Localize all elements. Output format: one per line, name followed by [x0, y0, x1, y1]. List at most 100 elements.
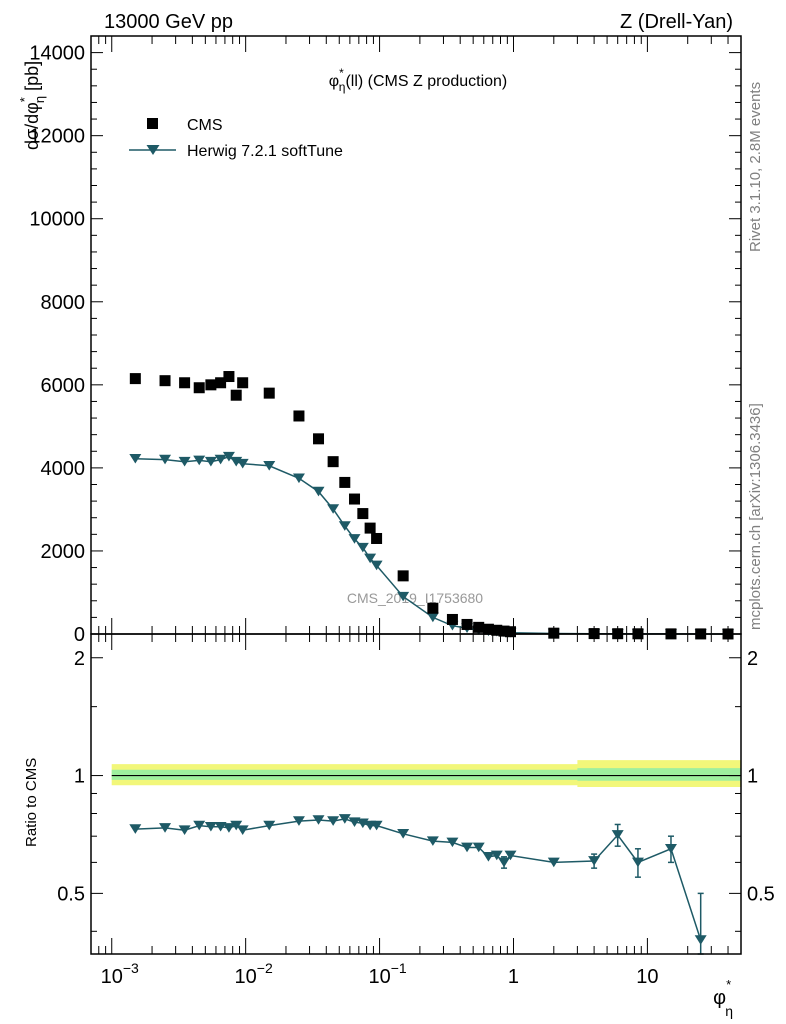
mc-point	[327, 504, 340, 514]
ratio-mc-point	[178, 825, 191, 836]
x-tick-label: 1	[508, 966, 519, 988]
cms-data-point	[339, 476, 351, 488]
x-tick-label: 10−3	[101, 960, 139, 988]
ratio-x-label: φ* η	[713, 977, 733, 1019]
ratio-mc-point	[348, 817, 361, 828]
x-tick-label-base: 1	[508, 966, 519, 988]
cms-data-point	[179, 377, 191, 389]
mc-point	[236, 458, 249, 469]
mc-point	[159, 454, 172, 465]
ratio-mc-point	[159, 823, 172, 833]
main-y-tick-label: 6000	[41, 375, 86, 397]
analysis-watermark: CMS_2019_I1753680	[347, 590, 483, 606]
x-tick-label-base: 10	[235, 966, 257, 988]
x-tick-label-base: 10	[636, 966, 658, 988]
main-y-tick-label: 8000	[41, 292, 86, 314]
title-phi: φ	[329, 73, 339, 90]
mc-point	[397, 591, 410, 602]
main-y-label: dσ/dφ*η [pb]	[17, 61, 47, 150]
mc-point	[193, 455, 206, 466]
main-y-tick-label: 10000	[29, 209, 85, 231]
ratio-mc-point	[230, 820, 243, 831]
ratio-y-tick-label: 1	[74, 766, 85, 788]
ratio-mc-point	[504, 850, 517, 861]
cms-data-point	[129, 373, 141, 385]
cms-data-point	[357, 508, 369, 520]
cms-data-point	[159, 375, 171, 387]
cms-data-point	[371, 532, 383, 544]
ratio-frame	[90, 633, 742, 955]
mcplots-label: mcplots.cern.ch [arXiv:1306.3436]	[747, 403, 764, 630]
main-y-tick-label: 0	[74, 624, 85, 646]
cms-data-point	[473, 621, 485, 633]
main-y-ticks: 0 2000 4000 6000 8000 10000 12000 14000	[29, 35, 741, 646]
ratio-mc-point	[472, 842, 485, 853]
main-y-tick-label: 14000	[29, 43, 85, 65]
ratio-mc-point	[292, 816, 305, 826]
ratio-mc-point	[338, 814, 351, 824]
cms-data-point	[364, 522, 376, 534]
mc-point	[263, 461, 276, 471]
ratio-mc-point	[482, 852, 495, 862]
ratio-mc-point	[446, 837, 459, 848]
ratio-plot: 0.5 0.51 12 2 10−3 10−2 10−1 1 10 Ratio to CMS …	[23, 633, 775, 1019]
cms-data-point	[397, 570, 409, 582]
x-tick-label-exponent: −1	[391, 960, 407, 976]
rivet-version-label: Rivet 3.1.10, 2.8M events	[747, 82, 764, 252]
cms-data-point	[263, 387, 275, 399]
mc-point	[204, 456, 217, 467]
mc-point	[312, 486, 325, 497]
ratio-mc-point	[214, 821, 227, 832]
mc-point	[178, 456, 191, 467]
ylabel-sub: η	[32, 96, 47, 103]
cms-data-point	[293, 410, 305, 422]
ylabel-a: dσ/dφ	[22, 102, 42, 150]
cms-data-point	[491, 624, 503, 636]
title-sup: *	[339, 66, 344, 80]
mc-point	[292, 473, 305, 484]
cms-data-point	[230, 389, 242, 401]
title-sub: η	[339, 80, 346, 94]
main-y-tick-label: 12000	[29, 126, 85, 148]
ratio-mc-point	[611, 830, 624, 840]
ratio-mc-point	[426, 836, 439, 846]
mc-point	[129, 453, 142, 464]
ratio-mc-point	[547, 857, 560, 868]
ratio-mc-markers	[129, 814, 707, 945]
cms-data-point	[313, 433, 325, 445]
x-tick-label: 10−2	[235, 960, 273, 988]
ratio-mc-point	[236, 825, 249, 836]
ratio-mc-point	[397, 828, 410, 839]
mc-point	[364, 553, 377, 564]
cms-data-point	[223, 371, 235, 383]
ratio-y-tick-label-right: 0.5	[747, 883, 775, 905]
ratio-mc-point	[193, 820, 206, 831]
ratio-mc-point	[263, 820, 276, 831]
ratio-mc-point	[129, 824, 142, 834]
main-y-tick-label: 2000	[41, 541, 86, 563]
ratio-mc-point	[461, 842, 474, 853]
xlabel-sup: *	[726, 977, 731, 992]
cms-data-point	[461, 618, 473, 630]
ratio-y-ticks: 0.5 0.5 1 1 2 2	[57, 648, 775, 932]
mc-point	[426, 612, 439, 623]
cms-data-point	[482, 623, 494, 635]
mc-point	[370, 560, 383, 571]
ratio-mc-point	[694, 935, 707, 945]
ratio-mc-point	[327, 816, 340, 826]
x-tick-label-base: 10	[368, 966, 390, 988]
x-tick-label-exponent: −3	[123, 960, 139, 976]
xlabel-sub: η	[725, 1003, 733, 1019]
ratio-mc-point	[490, 850, 503, 861]
legend-mc-marker	[146, 145, 160, 155]
ratio-mc-point	[370, 820, 383, 831]
cms-data-point	[446, 613, 458, 625]
ratio-y-tick-label-right: 2	[747, 648, 758, 670]
cms-data-point	[548, 627, 560, 639]
x-tick-label: 10−1	[368, 960, 406, 988]
cms-data-point	[498, 625, 510, 637]
mc-point	[356, 542, 369, 553]
energy-label: 13000 GeV pp	[104, 11, 233, 33]
cms-data-point	[505, 626, 517, 638]
cms-data-point	[193, 382, 205, 394]
